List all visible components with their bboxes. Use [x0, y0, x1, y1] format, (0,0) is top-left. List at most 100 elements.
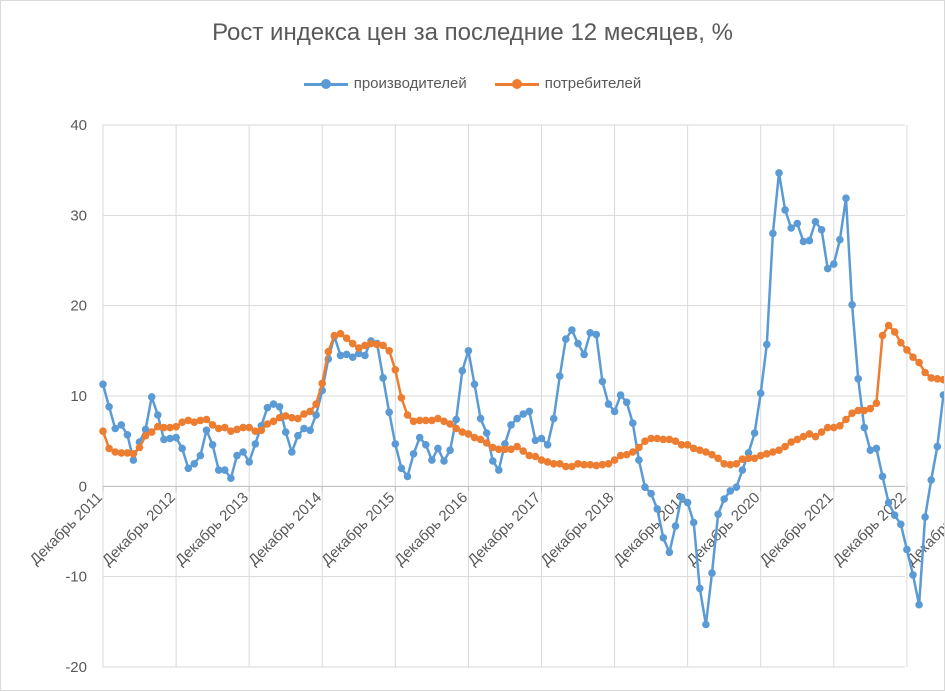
series-0-point-64 — [489, 457, 497, 465]
series-0-point-65 — [495, 466, 503, 474]
series-1-point-65 — [495, 445, 503, 454]
series-1-point-64 — [489, 443, 497, 452]
series-0-point-81 — [592, 330, 601, 339]
series-1-point-4 — [123, 449, 132, 457]
series-1-point-38 — [330, 331, 339, 340]
legend-label-producers: производителей — [353, 75, 467, 92]
x-tick-label-7: Декабрь 2018 — [537, 489, 617, 569]
series-0-point-32 — [294, 431, 302, 440]
series-1-point-81 — [592, 461, 601, 470]
series-1-point-136 — [927, 374, 935, 382]
series-1-point-48 — [391, 366, 400, 374]
series-1-point-113 — [787, 438, 795, 446]
series-1-point-125 — [860, 406, 869, 415]
series-1-point-33 — [300, 410, 308, 418]
series-0-point-54 — [428, 456, 436, 464]
series-1-point-87 — [629, 448, 637, 456]
y-tick-label-5: 30 — [70, 207, 87, 224]
series-1-point-103 — [726, 460, 735, 469]
series-0-point-61 — [470, 380, 479, 389]
series-0-point-3 — [117, 421, 126, 429]
series-1-point-16 — [196, 416, 205, 425]
series-1-point-115 — [799, 432, 808, 441]
series-1-point-119 — [823, 423, 832, 432]
series-1-point-91 — [653, 434, 661, 443]
series-1-point-49 — [397, 394, 406, 402]
legend-item-consumers: потребителей — [494, 75, 641, 92]
series-0-point-73 — [543, 441, 552, 449]
series-1-point-90 — [647, 434, 655, 443]
series-1-point-108 — [756, 451, 765, 460]
series-1-point-0 — [99, 427, 107, 436]
series-0-point-9 — [154, 411, 162, 419]
series-0-point-136 — [927, 476, 935, 484]
series-0-point-101 — [714, 510, 722, 519]
series-0-point-91 — [653, 505, 661, 513]
series-1-point-18 — [208, 421, 217, 429]
series-0-point-110 — [769, 229, 777, 238]
series-0-point-20 — [221, 466, 229, 474]
series-0-point-52 — [415, 433, 424, 442]
series-1-point-53 — [422, 416, 430, 425]
series-1-point-130 — [890, 328, 899, 336]
series-0-point-50 — [403, 472, 412, 481]
series-0-point-100 — [708, 569, 716, 577]
series-0-point-82 — [598, 377, 607, 386]
series-0-point-75 — [556, 372, 564, 380]
series-1-point-43 — [361, 341, 369, 350]
y-tick-label-3: 10 — [70, 388, 87, 405]
series-0-point-17 — [202, 426, 211, 435]
series-0-point-92 — [659, 534, 668, 542]
series-1-point-80 — [586, 460, 594, 469]
series-1-point-56 — [440, 417, 448, 426]
legend-swatch-consumers — [494, 78, 539, 89]
series-1-point-116 — [805, 430, 814, 438]
series-0-point-102 — [720, 495, 728, 503]
series-0-point-48 — [391, 440, 400, 448]
series-0-point-97 — [689, 518, 698, 527]
series-0-point-120 — [830, 260, 838, 268]
series-1-point-134 — [915, 358, 923, 367]
series-1-point-138 — [939, 375, 944, 384]
series-1-point-2 — [111, 448, 119, 456]
series-0-point-29 — [275, 403, 284, 411]
series-1-point-27 — [263, 420, 272, 428]
series-1-point-66 — [501, 445, 509, 454]
series-1-point-50 — [403, 411, 412, 419]
series-0-point-2 — [111, 424, 119, 433]
series-0-point-47 — [385, 408, 394, 417]
series-0-point-107 — [750, 429, 759, 437]
series-1-point-127 — [872, 399, 881, 408]
series-0-point-68 — [513, 414, 521, 423]
series-0-point-21 — [227, 474, 235, 483]
series-1-point-25 — [251, 427, 260, 436]
series-1-point-12 — [172, 422, 180, 431]
series-0-point-77 — [568, 326, 576, 334]
series-0-point-125 — [860, 423, 869, 432]
series-0-point-137 — [933, 442, 942, 451]
series-1-point-57 — [446, 420, 454, 428]
series-1-point-75 — [556, 460, 564, 468]
series-1-point-35 — [312, 400, 320, 408]
x-tick-label-2: Декабрь 2013 — [172, 489, 252, 569]
series-0-point-119 — [823, 264, 832, 273]
series-0-point-76 — [562, 335, 570, 343]
series-0-point-10 — [160, 435, 168, 444]
series-0-point-123 — [848, 301, 856, 309]
series-1-point-101 — [714, 454, 722, 463]
series-1-point-78 — [574, 460, 582, 468]
x-tick-label-3: Декабрь 2014 — [245, 489, 325, 569]
series-0-point-133 — [909, 571, 917, 579]
series-1-point-15 — [190, 418, 199, 427]
series-0-point-16 — [196, 451, 205, 460]
series-0-point-71 — [531, 436, 540, 445]
series-0-point-34 — [306, 426, 314, 435]
series-1-point-126 — [866, 404, 875, 413]
series-1-point-123 — [848, 409, 856, 418]
series-1-point-68 — [513, 442, 521, 451]
series-1-point-76 — [562, 462, 570, 471]
series-1-point-10 — [160, 423, 168, 432]
series-0-point-12 — [172, 433, 180, 442]
series-1-point-21 — [227, 427, 235, 436]
series-0-point-89 — [641, 483, 649, 492]
